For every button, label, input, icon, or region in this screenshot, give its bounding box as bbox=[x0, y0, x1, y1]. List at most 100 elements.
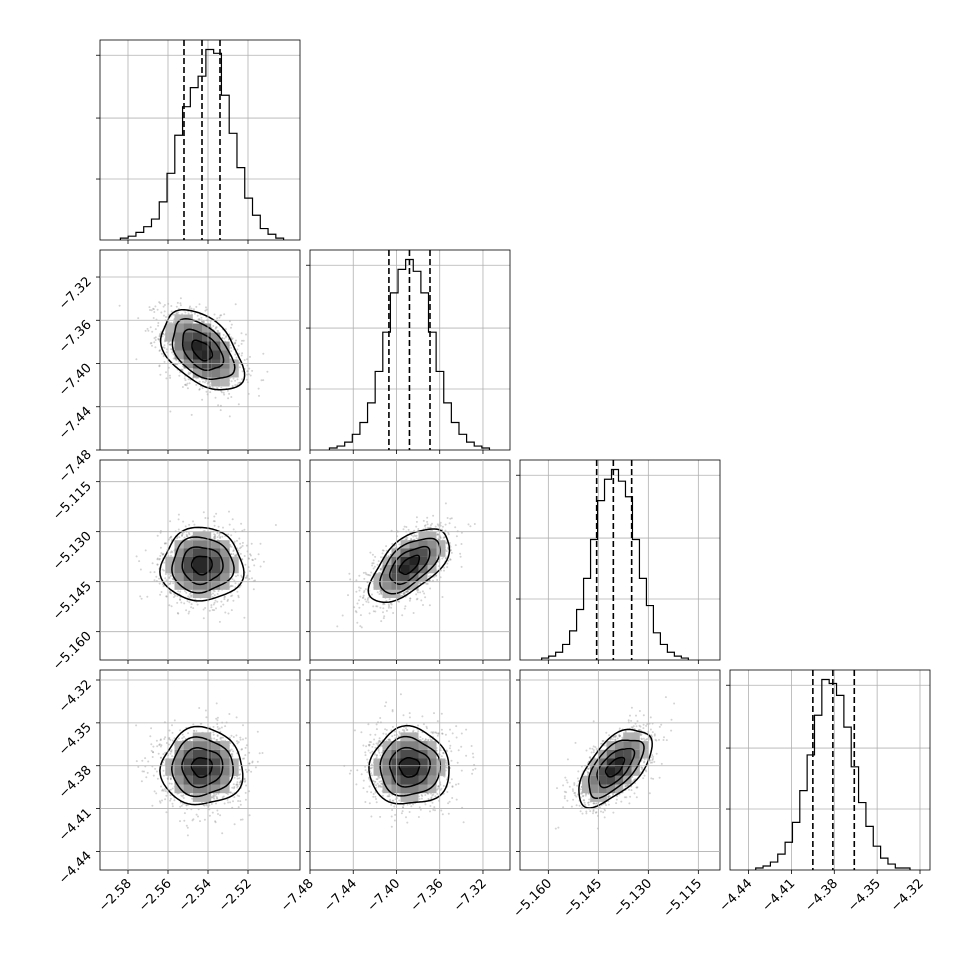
sample-point bbox=[213, 520, 216, 523]
sample-point bbox=[216, 600, 219, 603]
histogram-3 bbox=[755, 678, 911, 870]
sample-point bbox=[168, 374, 171, 377]
sample-point bbox=[398, 543, 401, 546]
sample-point bbox=[139, 568, 142, 571]
sample-point bbox=[138, 560, 141, 563]
hist-panel-1 bbox=[306, 249, 511, 451]
sample-point bbox=[234, 342, 237, 345]
sample-point bbox=[417, 591, 419, 594]
sample-point bbox=[382, 549, 385, 552]
sample-point bbox=[248, 814, 251, 817]
sample-point bbox=[231, 578, 234, 581]
sample-point bbox=[216, 734, 219, 737]
sample-point bbox=[228, 320, 231, 323]
density-cell bbox=[165, 332, 175, 342]
sample-point bbox=[165, 742, 168, 744]
sample-point bbox=[165, 811, 168, 814]
sample-point bbox=[236, 740, 238, 743]
sample-point bbox=[169, 343, 172, 346]
sample-point bbox=[205, 306, 207, 309]
density-cell bbox=[202, 332, 212, 342]
density-cell bbox=[192, 341, 202, 351]
y-tick-label: −5.145 bbox=[50, 579, 95, 624]
sample-point bbox=[216, 532, 219, 535]
sample-point bbox=[426, 516, 429, 519]
sample-point bbox=[413, 534, 416, 537]
sample-point bbox=[450, 551, 453, 554]
sample-point bbox=[165, 377, 168, 380]
density-cell bbox=[418, 548, 428, 557]
sample-point bbox=[158, 334, 161, 337]
sample-point bbox=[179, 304, 182, 307]
sample-point bbox=[231, 786, 234, 789]
sample-point bbox=[159, 554, 162, 557]
sample-point bbox=[216, 593, 219, 595]
sample-point bbox=[216, 719, 219, 722]
sample-point bbox=[177, 518, 180, 521]
sample-point bbox=[213, 515, 216, 518]
contour-1 bbox=[181, 328, 225, 372]
sample-point bbox=[227, 612, 230, 615]
sample-point bbox=[185, 609, 188, 612]
sample-point bbox=[139, 595, 142, 598]
sample-point bbox=[372, 562, 375, 565]
sample-point bbox=[239, 381, 242, 384]
sample-point bbox=[233, 540, 236, 543]
sample-point bbox=[190, 594, 193, 597]
sample-point bbox=[204, 381, 206, 384]
y-tick-label: −7.32 bbox=[56, 274, 95, 313]
sample-point bbox=[423, 592, 426, 595]
sample-point bbox=[364, 588, 367, 591]
sample-point bbox=[211, 609, 214, 611]
sample-point bbox=[257, 387, 260, 390]
sample-point bbox=[163, 304, 166, 306]
sample-point bbox=[177, 590, 180, 593]
density-cell bbox=[192, 332, 202, 342]
sample-point bbox=[251, 577, 253, 580]
sample-point bbox=[254, 558, 257, 560]
sample-point bbox=[236, 348, 239, 351]
sample-point bbox=[362, 603, 365, 606]
sample-point bbox=[358, 589, 361, 592]
sample-point bbox=[236, 574, 239, 577]
sample-point bbox=[210, 604, 213, 607]
sample-point bbox=[224, 725, 227, 728]
sample-point bbox=[188, 593, 191, 596]
sample-point bbox=[169, 536, 172, 539]
sample-point bbox=[170, 554, 172, 557]
density-cell bbox=[202, 368, 212, 378]
sample-point bbox=[244, 563, 247, 566]
sample-point bbox=[172, 313, 175, 316]
sample-point bbox=[168, 583, 171, 585]
sample-point bbox=[363, 577, 366, 580]
sample-point bbox=[196, 314, 199, 317]
sample-point bbox=[372, 567, 375, 570]
sample-point bbox=[228, 713, 231, 715]
sample-point bbox=[236, 539, 238, 542]
sample-point bbox=[239, 803, 242, 806]
sample-point bbox=[216, 716, 219, 719]
sample-point bbox=[174, 594, 176, 597]
sample-point bbox=[374, 610, 377, 613]
sample-point bbox=[240, 354, 243, 357]
sample-point bbox=[158, 577, 161, 580]
sample-point bbox=[387, 554, 390, 557]
sample-point bbox=[417, 528, 420, 530]
density-cell bbox=[192, 350, 202, 360]
sample-point bbox=[168, 343, 171, 346]
sample-point bbox=[364, 598, 367, 601]
sample-point bbox=[170, 605, 173, 608]
sample-point bbox=[205, 716, 208, 719]
sample-point bbox=[201, 398, 204, 401]
sample-point bbox=[190, 606, 193, 609]
sample-point bbox=[347, 594, 349, 597]
sample-point bbox=[163, 314, 165, 317]
sample-point bbox=[171, 805, 174, 808]
sample-point bbox=[183, 812, 186, 815]
sample-point bbox=[187, 378, 190, 381]
sample-point bbox=[403, 607, 406, 610]
sample-point bbox=[348, 572, 351, 575]
sample-point bbox=[223, 595, 226, 598]
sample-point bbox=[359, 587, 362, 590]
sample-point bbox=[198, 388, 201, 391]
